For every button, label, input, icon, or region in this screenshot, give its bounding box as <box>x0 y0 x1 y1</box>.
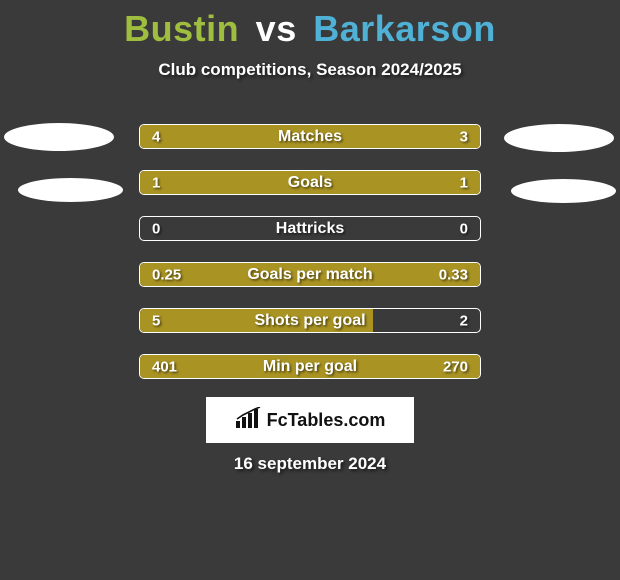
stat-value-left: 0 <box>152 220 160 237</box>
stat-value-right: 0.33 <box>439 266 468 283</box>
stat-value-right: 3 <box>460 128 468 145</box>
page-title: Bustin vs Barkarson <box>0 0 620 50</box>
vs-word: vs <box>256 8 297 49</box>
stat-bar: 401 Min per goal 270 <box>139 354 481 379</box>
date-text: 16 september 2024 <box>234 454 386 474</box>
brand-box: FcTables.com <box>206 397 414 443</box>
stat-value-right: 0 <box>460 220 468 237</box>
avatar-placeholder-left-1 <box>4 123 114 151</box>
stat-label: Hattricks <box>276 220 344 238</box>
stat-label: Goals per match <box>247 266 372 284</box>
subtitle: Club competitions, Season 2024/2025 <box>0 60 620 80</box>
stat-bar: 0 Hattricks 0 <box>139 216 481 241</box>
avatar-placeholder-right-1 <box>504 124 614 152</box>
stat-value-left: 401 <box>152 358 177 375</box>
stat-bar: 4 Matches 3 <box>139 124 481 149</box>
avatar-placeholder-left-2 <box>18 178 123 202</box>
stat-bar: 0.25 Goals per match 0.33 <box>139 262 481 287</box>
stat-label: Goals <box>288 174 332 192</box>
stat-value-right: 270 <box>443 358 468 375</box>
player-left-name: Bustin <box>124 8 239 49</box>
brand-text: FcTables.com <box>267 410 386 431</box>
stat-value-right: 1 <box>460 174 468 191</box>
stat-value-left: 1 <box>152 174 160 191</box>
player-right-name: Barkarson <box>313 8 496 49</box>
bar-growth-icon <box>235 407 261 434</box>
stat-bar: 5 Shots per goal 2 <box>139 308 481 333</box>
stat-label: Shots per goal <box>254 312 365 330</box>
avatar-placeholder-right-2 <box>511 179 616 203</box>
stat-bar: 1 Goals 1 <box>139 170 481 195</box>
stat-value-left: 5 <box>152 312 160 329</box>
stat-bars: 4 Matches 3 1 Goals 1 0 Hattricks 0 0.25 Goals per… <box>139 124 481 400</box>
stat-value-left: 4 <box>152 128 160 145</box>
stat-value-right: 2 <box>460 312 468 329</box>
stat-label: Min per goal <box>263 358 357 376</box>
stat-label: Matches <box>278 128 342 146</box>
stat-value-left: 0.25 <box>152 266 181 283</box>
